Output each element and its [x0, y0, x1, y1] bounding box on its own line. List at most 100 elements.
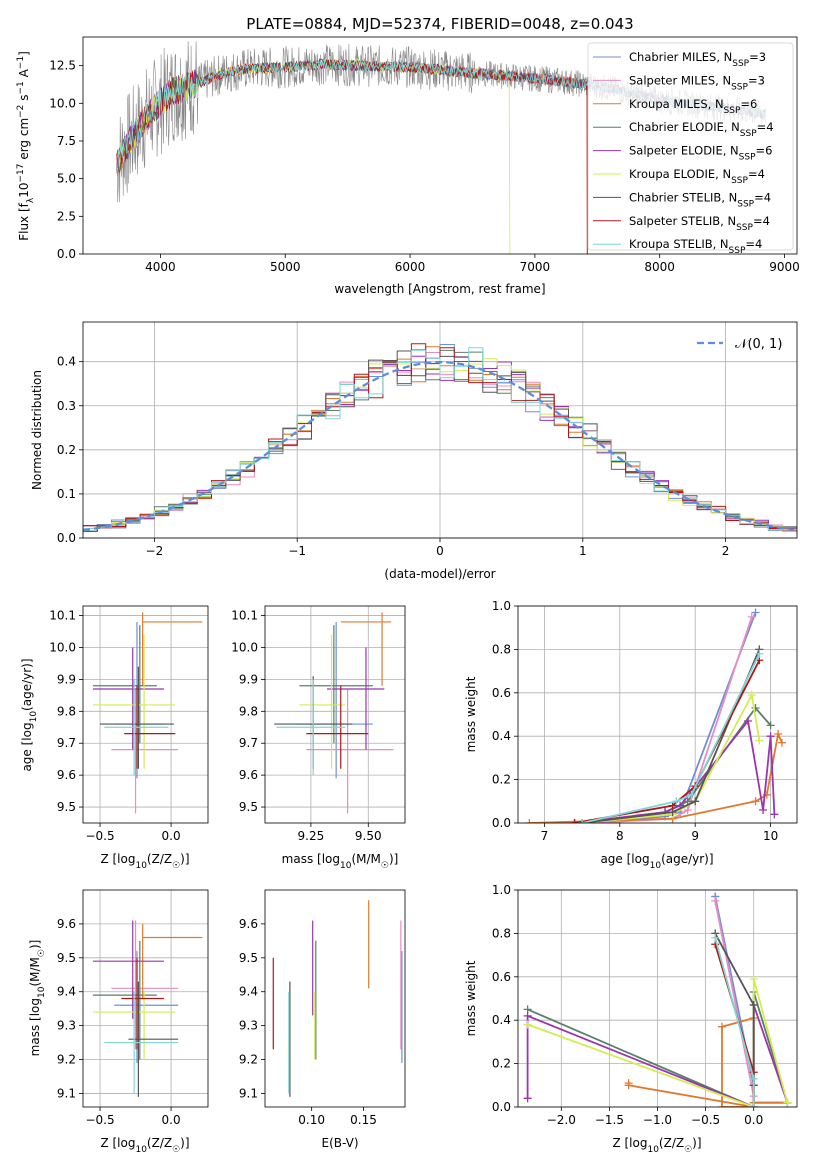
y-tick-label: 0.2 [492, 1057, 511, 1071]
label-part: )] [389, 852, 398, 866]
x-tick-label: 10 [763, 829, 778, 843]
label-part: 10 [29, 711, 39, 723]
data-point [749, 1001, 758, 1010]
data-point [711, 896, 720, 905]
data-point [783, 1098, 792, 1107]
data-point [755, 649, 764, 658]
y-tick-label: 9.9 [239, 672, 258, 686]
y-tick-label: 0.0 [57, 247, 76, 261]
y-tick-label: 9.3 [57, 1019, 76, 1033]
figure-title: PLATE=0884, MJD=52374, FIBERID=0048, z=0… [246, 15, 633, 33]
y-tick-label: 10.1 [49, 609, 76, 623]
legend-entry: Salpeter ELODIE, NSSP=6 [629, 144, 772, 163]
label-part: =4 [745, 237, 762, 251]
x-tick-label: 6000 [395, 260, 426, 274]
y-tick-label: 9.5 [57, 800, 76, 814]
y-tick-label: 9.2 [57, 1053, 76, 1067]
y-tick-label: 10.1 [231, 609, 258, 623]
axes-residual_hist: −2 −1 0 1 2 0.0 0.1 0.2 0.3 0.4 [57, 322, 797, 558]
data-point [570, 819, 579, 823]
series-line [581, 653, 761, 823]
x-tick-label: −0.5 [691, 1113, 720, 1127]
y-tick-label: 0.0 [492, 816, 511, 830]
label-part: SSP [732, 59, 749, 69]
axes-frame [82, 36, 798, 255]
x-tick-label: 5000 [270, 260, 301, 274]
label-part: λ [26, 197, 36, 203]
label-part: =4 [753, 214, 770, 228]
legend-entry: Chabrier ELODIE, NSSP=4 [629, 120, 774, 139]
series-line [581, 649, 761, 823]
data-point [683, 805, 692, 814]
series-line [526, 1004, 789, 1107]
label-part: ☉ [172, 1145, 180, 1155]
x-tick-label: 0.0 [162, 1113, 181, 1127]
label-part: =6 [740, 97, 757, 111]
y-tick-label: 0.2 [57, 443, 76, 457]
y-axis-label: mass weight [464, 960, 478, 1036]
y-tick-label: 10.0 [231, 640, 258, 654]
legend-entry: Kroupa STELIB, NSSP=4 [629, 237, 762, 256]
axes-frame [264, 889, 406, 1108]
y-tick-label: 9.7 [57, 736, 76, 750]
x-tick-label: 7000 [520, 260, 551, 274]
label-part: Z [log [100, 1136, 135, 1150]
label-part: SSP [737, 199, 754, 209]
data-point [749, 1103, 758, 1107]
legend-entry: Kroupa MILES, NSSP=6 [629, 97, 757, 116]
label-part: Z [log [612, 1136, 647, 1150]
label-part: )] [180, 852, 189, 866]
legend-entry: Chabrier STELIB, NSSP=4 [629, 190, 771, 209]
x-axis-label: (data-model)/error [384, 567, 495, 581]
data-point [777, 738, 786, 747]
x-axis-label: age [log10(age/yr)] [600, 852, 713, 871]
label-part: s [17, 95, 31, 105]
axes-frame [82, 889, 209, 1108]
x-tick-label: 7 [541, 829, 549, 843]
x-axis-label: Z [log10(Z/Z☉)] [100, 852, 189, 871]
axes-frame [517, 605, 798, 824]
data-point [523, 1011, 532, 1020]
label-part: 10 [135, 1145, 147, 1155]
label-part: −17 [16, 164, 26, 183]
label-part: SSP [731, 82, 748, 92]
label-part: SSP [729, 246, 746, 256]
y-tick-label: 9.8 [239, 704, 258, 718]
x-axis-label: E(B-V) [321, 1136, 358, 1150]
x-axis-label: Z [log10(Z/Z☉)] [612, 1136, 701, 1155]
label-part: (Z/Z [147, 1136, 172, 1150]
label-part: =6 [756, 144, 773, 158]
y-tick-label: 0.3 [57, 399, 76, 413]
y-tick-label: 9.1 [239, 1086, 258, 1100]
y-tick-label: 5.0 [57, 172, 76, 186]
label-part: SSP [736, 223, 753, 233]
y-tick-label: 9.6 [239, 768, 258, 782]
data-point [743, 717, 752, 726]
label-part: (M/M [28, 957, 42, 986]
y-tick-label: 9.6 [57, 917, 76, 931]
normal-curve [83, 360, 797, 532]
label-part: =4 [748, 167, 765, 181]
label-part: ☉ [381, 861, 389, 871]
label-part: (age/yr)] [20, 658, 34, 710]
label-part: Chabrier ELODIE, N [629, 120, 740, 134]
x-tick-label: 9.50 [355, 829, 382, 843]
y-tick-label: 9.7 [239, 736, 258, 750]
axes-frame [82, 605, 209, 824]
spectrum-model-line [116, 57, 511, 254]
x-tick-label: −1.0 [643, 1113, 672, 1127]
x-tick-label: 8 [616, 829, 624, 843]
data-point [747, 612, 756, 621]
data-point [751, 703, 760, 712]
x-tick-label: 0 [436, 544, 444, 558]
label-part: )] [180, 1136, 189, 1150]
label-part: 10 [135, 861, 147, 871]
data-point [578, 819, 587, 823]
y-axis-label: mass weight [464, 676, 478, 752]
label-part: Kroupa STELIB, N [629, 237, 729, 251]
label-part: ☉ [684, 1145, 692, 1155]
y-tick-label: 9.2 [239, 1053, 258, 1067]
label-part: =3 [749, 50, 766, 64]
label-part: SSP [740, 129, 757, 139]
legend-entry: Kroupa ELODIE, NSSP=4 [629, 167, 765, 186]
